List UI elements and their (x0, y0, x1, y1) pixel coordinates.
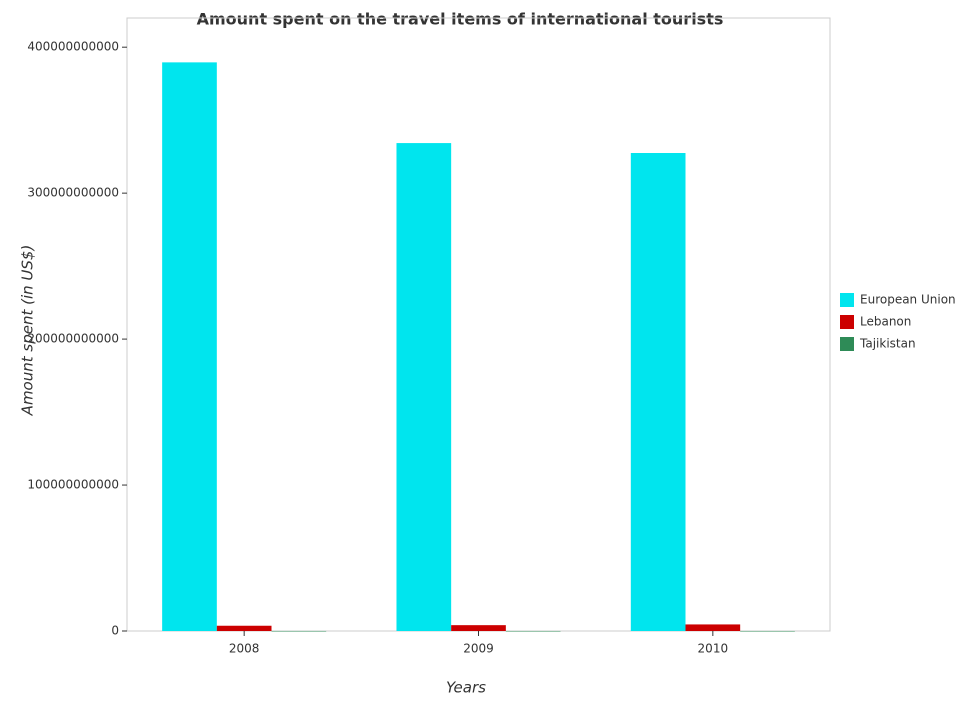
y-tick-label: 400000000000 (27, 40, 119, 54)
x-tick-label: 2009 (463, 642, 494, 656)
bar (630, 153, 686, 631)
bar (505, 630, 561, 632)
bar (162, 62, 217, 632)
legend-label: Tajikistan (859, 337, 916, 351)
x-axis-label: Years (446, 679, 486, 697)
y-axis-label: Amount spent (in US$) (19, 245, 37, 417)
bar (216, 625, 272, 631)
bar (740, 630, 795, 632)
legend-label: Lebanon (860, 315, 911, 329)
legend-swatch (840, 315, 854, 329)
legend-swatch (840, 293, 854, 307)
bar (685, 624, 741, 631)
y-tick-label: 100000000000 (27, 478, 119, 492)
y-tick-label: 0 (111, 624, 119, 638)
y-tick-label: 300000000000 (27, 186, 119, 200)
bar (271, 630, 327, 632)
y-tick-label: 200000000000 (27, 332, 119, 346)
legend-swatch (840, 337, 854, 351)
x-tick-label: 2008 (229, 642, 260, 656)
legend-label: European Union (860, 293, 956, 307)
chart-title: Amount spent on the travel items of inte… (197, 10, 724, 29)
bar (451, 625, 506, 631)
bar (396, 143, 452, 632)
x-tick-label: 2010 (698, 642, 729, 656)
